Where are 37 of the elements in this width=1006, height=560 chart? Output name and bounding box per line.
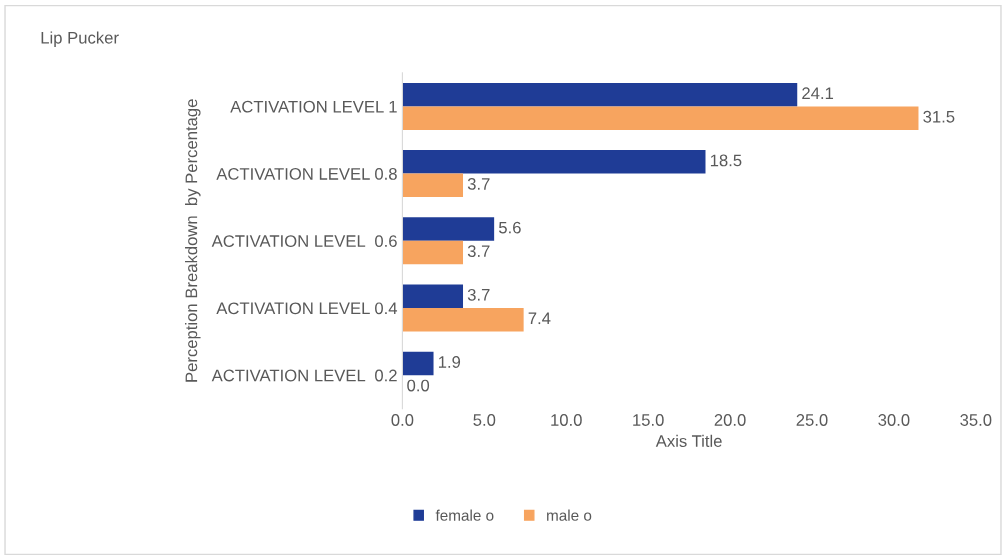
legend-label: female o — [435, 509, 494, 521]
data-label: 3.7 — [467, 288, 490, 301]
y-tick-label: ACTIVATION LEVEL 0.8 — [216, 168, 397, 180]
data-label: 18.5 — [710, 154, 742, 167]
y-tick-label: ACTIVATION LEVEL 1 — [230, 100, 397, 113]
x-tick-label: 35.0 — [960, 414, 992, 426]
bar — [402, 82, 798, 107]
y-tick-label: ACTIVATION LEVEL 0.6 — [211, 235, 397, 247]
x-tick-label: 10.0 — [551, 414, 582, 426]
y-axis-title: Perception Breakdown by Percentage — [185, 99, 201, 382]
data-label: 1.9 — [438, 356, 461, 368]
data-label: 24.1 — [802, 87, 834, 99]
bar — [402, 351, 434, 376]
bar — [402, 217, 495, 241]
y-tick-label: ACTIVATION LEVEL 0.2 — [211, 369, 397, 382]
bar — [402, 284, 464, 308]
x-tick-label: 5.0 — [473, 414, 496, 426]
data-label: 31.5 — [923, 110, 955, 123]
data-label: 0.0 — [407, 379, 430, 392]
data-label: 5.6 — [498, 221, 521, 234]
bar — [402, 106, 919, 130]
x-axis-title: Axis Title — [655, 434, 722, 447]
data-label: 3.7 — [467, 178, 490, 190]
legend-label: male o — [547, 509, 592, 521]
x-tick-label: 0.0 — [391, 414, 414, 426]
data-label: 7.4 — [528, 312, 551, 325]
data-label: 3.7 — [467, 245, 490, 258]
y-tick-label: ACTIVATION LEVEL 0.4 — [216, 302, 398, 315]
x-tick-label: 20.0 — [714, 414, 746, 426]
x-tick-label: 25.0 — [796, 414, 828, 426]
x-tick-label: 30.0 — [878, 414, 910, 426]
bar — [402, 240, 464, 265]
x-tick-label: 15.0 — [633, 414, 664, 426]
bar — [402, 150, 706, 174]
text: Lip Pucker — [41, 31, 119, 47]
bar — [402, 308, 524, 332]
bar — [402, 173, 464, 198]
